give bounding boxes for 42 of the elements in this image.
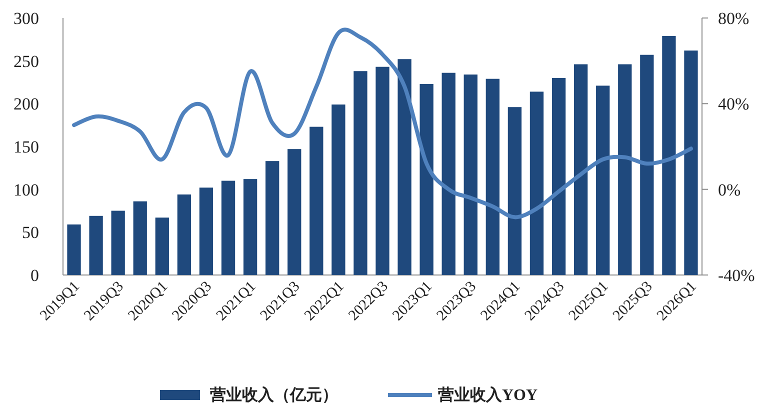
bar — [420, 84, 434, 275]
legend-label: 营业收入（亿元） — [209, 386, 338, 404]
bar — [155, 218, 169, 275]
y-tick-label: 200 — [14, 94, 39, 114]
bar — [618, 64, 632, 275]
bar — [464, 74, 478, 275]
bar — [243, 179, 258, 275]
bar — [684, 50, 698, 275]
bar — [354, 71, 368, 275]
y2-tick-label: -40% — [718, 266, 755, 285]
y-tick-label: 100 — [14, 180, 39, 200]
y-tick-label: 300 — [14, 9, 39, 28]
y-tick-label: 250 — [14, 52, 39, 71]
bar — [111, 210, 125, 275]
y2-tick-label: 80% — [718, 9, 750, 28]
legend-label: 营业收入YOY — [437, 386, 538, 404]
bar — [310, 126, 324, 275]
bar — [332, 104, 346, 275]
bar — [67, 224, 81, 275]
bar — [552, 78, 566, 275]
y2-tick-label: 0% — [718, 180, 741, 200]
bar — [596, 86, 610, 275]
y-tick-label: 0 — [30, 266, 39, 285]
bar — [574, 64, 588, 275]
bar — [288, 149, 302, 275]
bar — [265, 161, 280, 275]
bar — [221, 180, 236, 275]
bar — [89, 216, 103, 275]
bar — [199, 188, 214, 275]
y2-tick-label: 40% — [718, 94, 750, 114]
bar — [662, 36, 676, 275]
bar — [508, 107, 522, 275]
bar — [376, 66, 390, 275]
y-tick-label: 50 — [22, 223, 39, 242]
bar — [640, 54, 654, 275]
bar — [177, 194, 192, 275]
bar — [530, 92, 544, 275]
y-tick-label: 150 — [14, 138, 39, 156]
bar — [133, 201, 147, 275]
bar — [442, 72, 456, 275]
bar — [398, 59, 412, 275]
bar — [486, 78, 500, 275]
